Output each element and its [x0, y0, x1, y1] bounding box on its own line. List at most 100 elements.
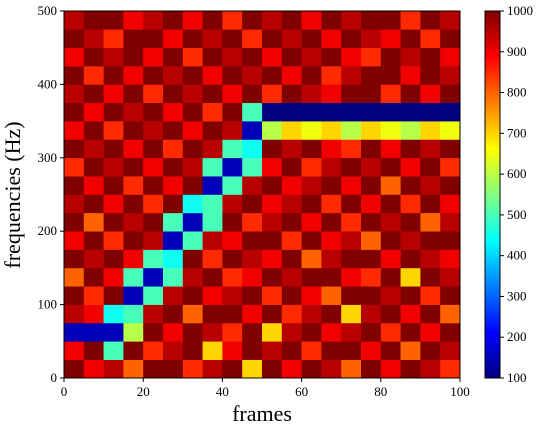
- heatmap-cell: [281, 102, 302, 122]
- heatmap-cell: [400, 322, 421, 342]
- colorbar-segment: [485, 359, 500, 364]
- heatmap-cell: [64, 359, 85, 379]
- heatmap-cell: [321, 157, 342, 177]
- heatmap-cell: [222, 11, 243, 30]
- heatmap-cell: [123, 84, 144, 104]
- heatmap-cell: [341, 304, 362, 324]
- colorbar-segment: [485, 289, 500, 293]
- heatmap-cell: [103, 66, 124, 85]
- colorbar-segment: [485, 142, 500, 146]
- colorbar-segment: [485, 280, 500, 284]
- x-tick-label: 60: [295, 384, 308, 399]
- heatmap-cell: [281, 47, 302, 67]
- colorbar-segment: [485, 62, 500, 67]
- x-tick-label: 0: [61, 384, 68, 399]
- heatmap-cell: [321, 47, 342, 67]
- colorbar-frame: [484, 10, 501, 379]
- heatmap-cell: [242, 66, 263, 85]
- heatmap-cell: [301, 212, 322, 232]
- colorbar-segment: [485, 301, 500, 305]
- colorbar-segment: [485, 344, 500, 348]
- heatmap-cell: [123, 304, 144, 324]
- heatmap-cell: [123, 249, 144, 269]
- heatmap-cell: [341, 212, 362, 232]
- heatmap-cell: [182, 322, 203, 342]
- heatmap-cell: [143, 194, 164, 214]
- heatmap-cell: [361, 66, 382, 85]
- heatmap-cell: [103, 139, 124, 159]
- heatmap-cell: [420, 84, 441, 104]
- heatmap-cell: [341, 29, 362, 48]
- colorbar-segment: [485, 316, 500, 321]
- heatmap-cell: [321, 249, 342, 269]
- heatmap-cell: [440, 267, 461, 287]
- heatmap-cell: [361, 176, 382, 195]
- heatmap-cell: [361, 286, 382, 305]
- heatmap-cell: [64, 121, 85, 140]
- heatmap-cell: [380, 11, 401, 30]
- heatmap-cell: [83, 29, 104, 48]
- heatmap-cell: [242, 11, 263, 30]
- heatmap-cell: [242, 231, 263, 250]
- colorbar-segment: [485, 14, 500, 18]
- y-tick-label: 400: [38, 76, 58, 91]
- heatmap-cell: [420, 212, 441, 232]
- heatmap-cell: [281, 341, 302, 360]
- y-axis-label: frequencies (Hz): [0, 121, 25, 268]
- heatmap-cell: [143, 231, 164, 250]
- heatmap-cell: [400, 29, 421, 48]
- heatmap-cell: [182, 341, 203, 360]
- colorbar-segment: [485, 163, 500, 168]
- heatmap-cell: [400, 212, 421, 232]
- colorbar-tick-label: 900: [507, 44, 527, 59]
- colorbar-segment: [485, 26, 500, 30]
- colorbar-segment: [485, 237, 500, 241]
- colorbar-segment: [485, 341, 500, 345]
- heatmap-cell: [420, 29, 441, 48]
- heatmap-cell: [321, 322, 342, 342]
- colorbar-segment: [485, 50, 500, 55]
- heatmap-cell: [361, 304, 382, 324]
- heatmap-cell: [301, 249, 322, 269]
- heatmap-cell: [440, 47, 461, 67]
- heatmap-cell: [202, 176, 223, 195]
- heatmap-cell: [380, 157, 401, 177]
- colorbar-segment: [485, 368, 500, 373]
- heatmap-cell: [143, 29, 164, 48]
- heatmap-cell: [143, 249, 164, 269]
- heatmap-cell: [341, 84, 362, 104]
- heatmap-cell: [143, 322, 164, 342]
- heatmap-cell: [163, 66, 184, 85]
- heatmap-cell: [103, 29, 124, 48]
- colorbar-segment: [485, 194, 500, 198]
- heatmap-cell: [361, 249, 382, 269]
- heatmap-cell: [321, 176, 342, 195]
- heatmap-cell: [222, 139, 243, 159]
- heatmap-cell: [281, 29, 302, 48]
- heatmap-cell: [440, 66, 461, 85]
- colorbar-segment: [485, 11, 500, 15]
- colorbar-segment: [485, 47, 500, 52]
- heatmap-cell: [123, 121, 144, 140]
- heatmap-cell: [321, 194, 342, 214]
- heatmap-cell: [361, 102, 382, 122]
- heatmap-cell: [103, 212, 124, 232]
- heatmap-cell: [163, 341, 184, 360]
- heatmap-cell: [242, 249, 263, 269]
- heatmap-cell: [182, 194, 203, 214]
- colorbar-segment: [485, 78, 500, 82]
- heatmap-cell: [222, 102, 243, 122]
- x-tick-label: 80: [374, 384, 387, 399]
- heatmap-cell: [380, 322, 401, 342]
- colorbar-segment: [485, 261, 500, 266]
- heatmap-cell: [83, 66, 104, 85]
- heatmap-cell: [242, 359, 263, 379]
- heatmap-cell: [420, 121, 441, 140]
- heatmap-cell: [182, 139, 203, 159]
- colorbar-segment: [485, 326, 500, 330]
- heatmap-cell: [341, 231, 362, 250]
- heatmap-cell: [83, 139, 104, 159]
- colorbar-segment: [485, 130, 500, 134]
- heatmap-cell: [420, 249, 441, 269]
- heatmap-cell: [400, 231, 421, 250]
